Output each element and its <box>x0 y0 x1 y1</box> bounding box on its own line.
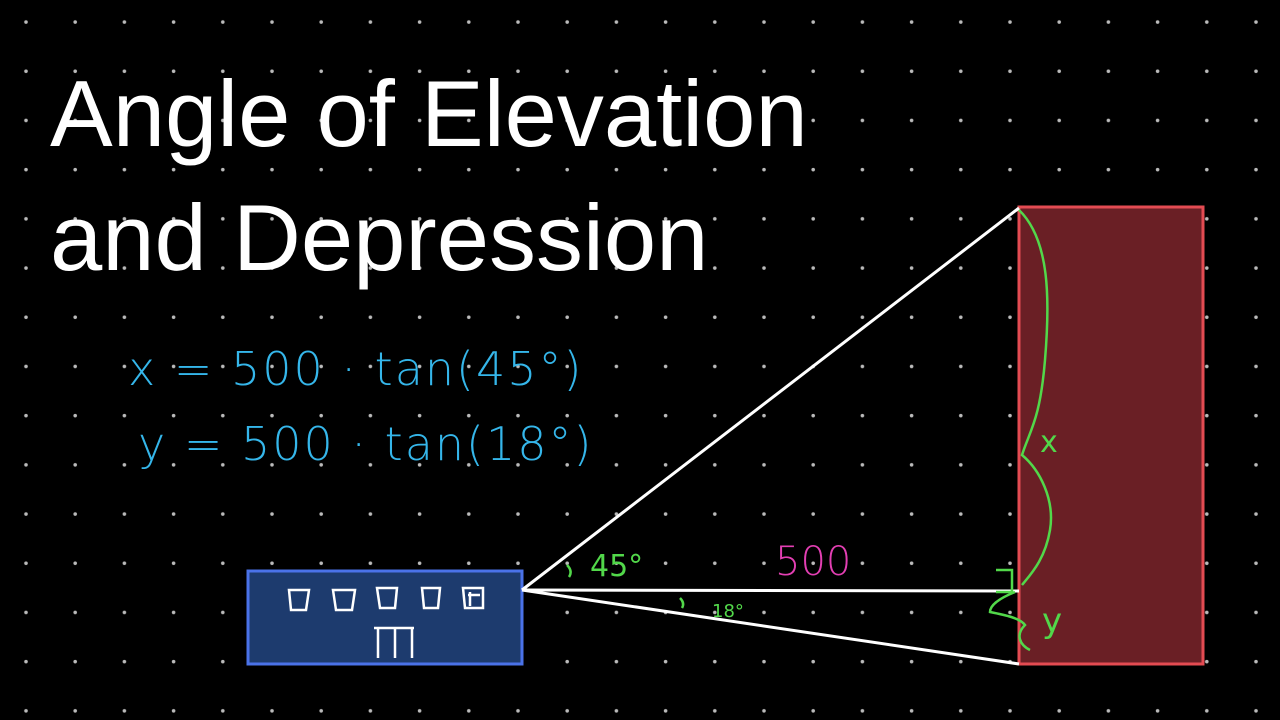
ship <box>246 569 524 666</box>
y-label: y <box>1042 601 1062 641</box>
title-line-1: Angle of Elevation <box>50 61 808 166</box>
annotations <box>566 209 1053 652</box>
elevation-angle-label: 45° <box>590 549 643 584</box>
equation-x: x = 500 · tan(45°) <box>128 342 583 396</box>
x-label: x <box>1040 425 1058 460</box>
distance-label: 500 <box>775 539 851 585</box>
ship-windows <box>287 586 485 658</box>
depression-angle-label: 18° <box>712 601 744 622</box>
title-line-2: and Depression <box>50 185 708 290</box>
equation-y: y = 500 · tan(18°) <box>138 417 593 471</box>
sight-lines <box>521 206 1020 666</box>
building <box>1017 205 1205 666</box>
